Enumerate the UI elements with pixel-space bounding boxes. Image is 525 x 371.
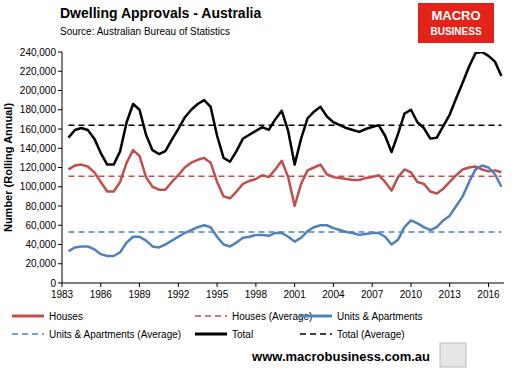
x-tick	[255, 283, 256, 287]
x-axis	[62, 283, 504, 284]
y-tick	[58, 71, 62, 72]
x-tick-label: 2007	[361, 289, 384, 300]
x-tick-label: 2004	[322, 289, 345, 300]
y-tick	[58, 167, 62, 168]
y-tick-label: 160,000	[20, 124, 57, 135]
x-tick	[294, 283, 295, 287]
y-tick-label: 120,000	[20, 162, 57, 173]
y-tick-label: 0	[50, 278, 56, 289]
y-tick-label: 20,000	[25, 258, 56, 269]
legend-swatch	[12, 315, 44, 318]
x-tick	[178, 283, 179, 287]
series-line	[68, 150, 501, 206]
y-tick	[58, 52, 62, 53]
y-tick	[58, 148, 62, 149]
x-tick	[139, 283, 140, 287]
y-tick-label: 40,000	[25, 239, 56, 250]
x-tick-label: 1998	[245, 289, 268, 300]
legend-label: Units & Apartments	[337, 311, 423, 322]
y-tick-label: 180,000	[20, 104, 57, 115]
plot-area	[68, 52, 501, 256]
x-tick	[333, 283, 334, 287]
y-tick-label: 60,000	[25, 220, 56, 231]
legend-swatch	[300, 315, 332, 318]
y-tick	[58, 283, 62, 284]
x-tick-label: 1989	[128, 289, 151, 300]
x-tick-label: 1983	[51, 289, 74, 300]
legend-label: Houses	[49, 311, 83, 322]
logo-text: MACRO	[431, 8, 480, 23]
legend: HousesHouses (Average)Units & Apartments…	[12, 311, 423, 340]
x-tick	[372, 283, 373, 287]
logo-box	[418, 3, 494, 43]
series-line	[68, 231, 501, 233]
legend-label: Total (Average)	[337, 329, 405, 340]
series-line	[68, 175, 501, 177]
x-tick-label: 1992	[167, 289, 190, 300]
subtitle: Source: Australian Bureau of Statistics	[60, 26, 230, 37]
x-tick	[449, 283, 450, 287]
x-tick	[62, 283, 63, 287]
x-tick	[217, 283, 218, 287]
y-tick	[58, 225, 62, 226]
logo-icon	[440, 343, 466, 367]
x-tick-label: 1986	[90, 289, 113, 300]
title: Dwelling Approvals - Australia	[60, 5, 261, 21]
y-tick	[58, 186, 62, 187]
y-tick-label: 220,000	[20, 66, 57, 77]
x-tick-label: 2013	[439, 289, 462, 300]
legend-swatch	[195, 333, 227, 336]
y-tick	[58, 263, 62, 264]
y-tick	[58, 109, 62, 110]
footer: www.macrobusiness.com.au	[251, 349, 430, 364]
y-tick	[58, 129, 62, 130]
y-tick-label: 140,000	[20, 143, 57, 154]
chart: Dwelling Approvals - Australia Source: Au…	[0, 0, 525, 371]
y-axis-label: Number (Rolling Annual)	[2, 103, 14, 232]
y-tick-label: 200,000	[20, 85, 57, 96]
y-tick-label: 240,000	[20, 47, 57, 58]
legend-label: Units & Apartments (Average)	[49, 329, 181, 340]
y-tick-label: 80,000	[25, 201, 56, 212]
series-line	[68, 52, 501, 165]
x-tick	[100, 283, 101, 287]
y-tick	[58, 206, 62, 207]
legend-swatch	[195, 315, 227, 317]
x-tick-label: 2010	[400, 289, 423, 300]
series-line	[68, 124, 501, 126]
y-tick	[58, 244, 62, 245]
y-tick-label: 100,000	[20, 181, 57, 192]
y-tick	[58, 90, 62, 91]
x-tick	[410, 283, 411, 287]
x-tick-label: 2016	[477, 289, 500, 300]
legend-label: Total	[232, 329, 253, 340]
x-tick-label: 2001	[284, 289, 307, 300]
legend-swatch	[12, 333, 44, 335]
x-tick	[488, 283, 489, 287]
series-line	[68, 166, 501, 256]
legend-swatch	[300, 333, 332, 335]
x-tick-label: 1995	[206, 289, 229, 300]
logo-text: BUSINESS	[430, 26, 481, 37]
